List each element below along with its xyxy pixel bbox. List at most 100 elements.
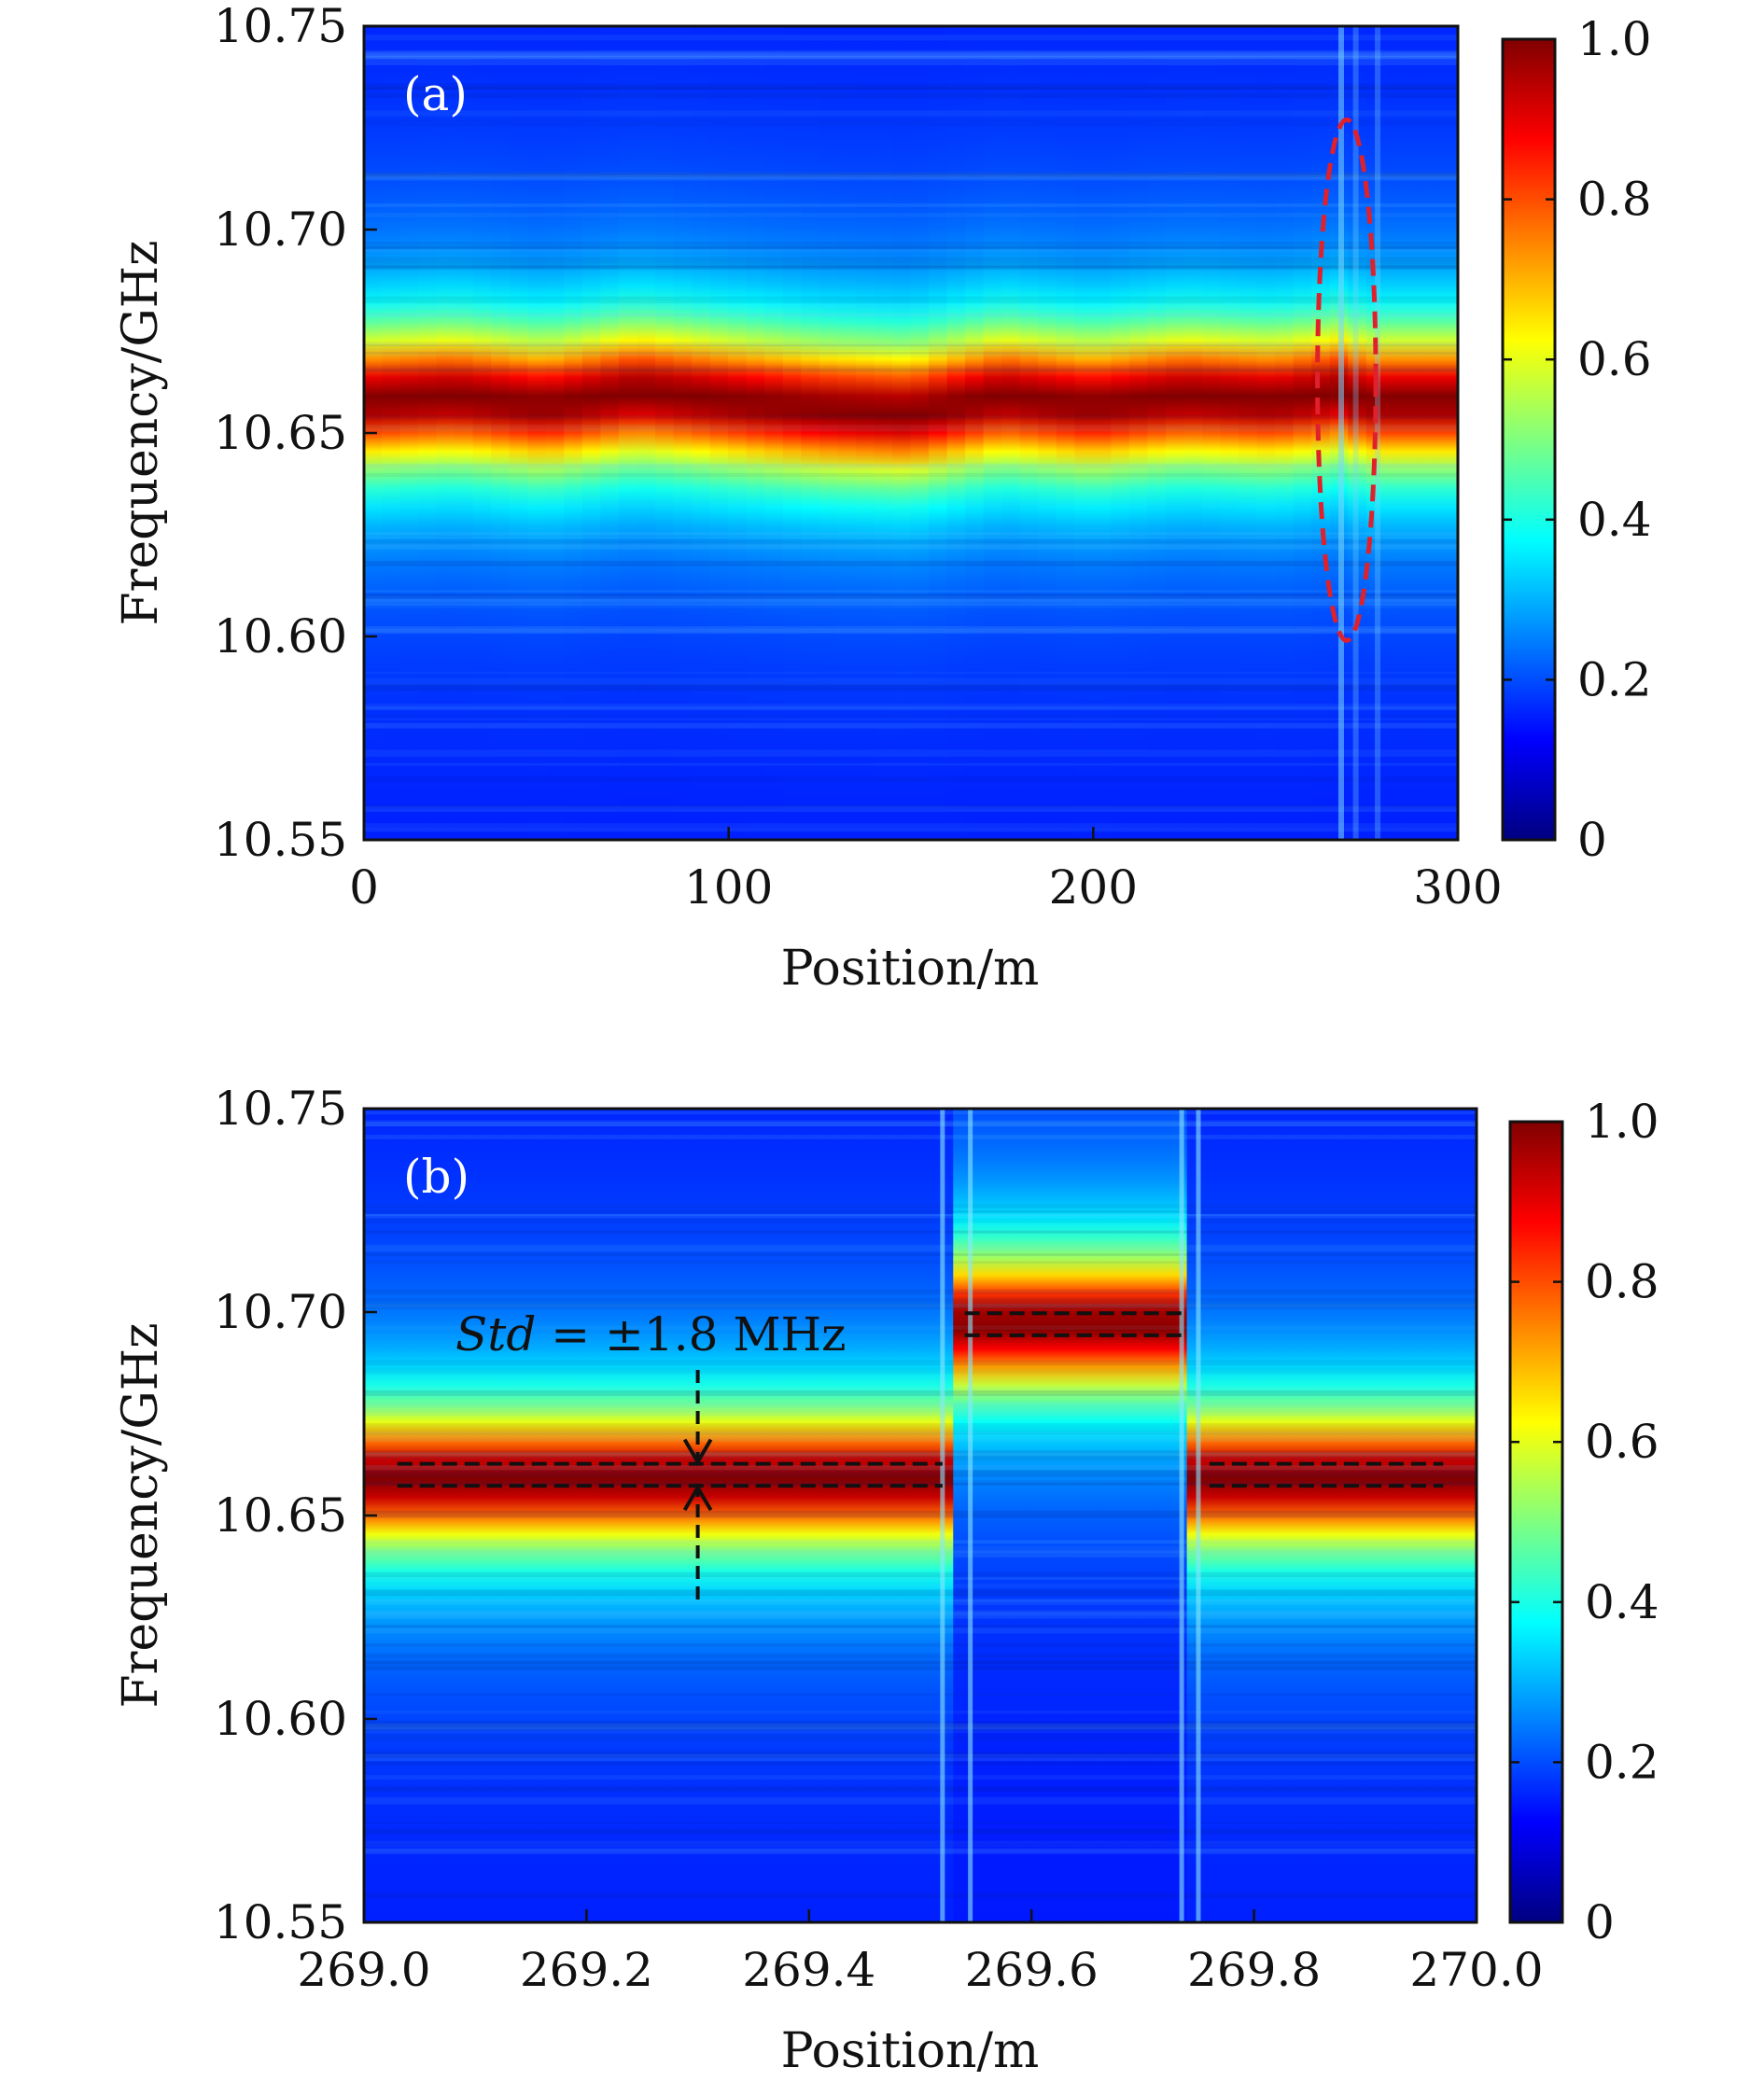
y-tick-label: 10.55 [214, 1895, 347, 1949]
heatmap-texture-stripe [364, 1598, 1477, 1602]
heatmap-texture-stripe [364, 1725, 1477, 1732]
heatmap-column [1165, 26, 1185, 840]
panel-b-label: (b) [403, 1150, 469, 1204]
heatmap-texture-stripe [364, 560, 1458, 566]
heatmap-texture-stripe [364, 92, 1458, 99]
heatmap-texture-stripe [364, 703, 1458, 709]
heatmap-texture-stripe [364, 1612, 1477, 1619]
heatmap-texture-stripe [364, 1390, 1477, 1397]
heatmap-texture-stripe [364, 1576, 1477, 1580]
heatmap-texture-stripe [364, 1510, 1477, 1518]
y-tick-label: 10.75 [214, 1082, 347, 1136]
heatmap-texture-stripe [364, 314, 1458, 316]
heatmap-texture-stripe [364, 296, 1458, 304]
heatmap-texture-stripe [364, 1540, 1477, 1544]
heatmap-column [782, 26, 803, 840]
heatmap-texture-stripe [364, 1410, 1477, 1417]
heatmap-column [855, 26, 875, 840]
heatmap-texture-stripe [364, 539, 1458, 545]
heatmap-texture-stripe [364, 722, 1458, 729]
heatmap-texture-stripe [364, 1209, 1477, 1213]
heatmap-texture-stripe [364, 1660, 1477, 1664]
colorbar-tick-label: 0.6 [1585, 1415, 1659, 1469]
heatmap-texture-stripe [364, 1654, 1477, 1659]
heatmap-a-texture [364, 26, 1458, 840]
heatmap-texture-stripe [364, 1662, 1477, 1668]
heatmap-texture-stripe [364, 1584, 1477, 1588]
panel-a-label: (a) [403, 67, 468, 121]
heatmap-texture-stripe [364, 1753, 1477, 1762]
heatmap-texture-stripe [364, 823, 1458, 829]
heatmap-texture-stripe [364, 344, 1458, 347]
heatmap-column [891, 26, 912, 840]
heatmap-texture-stripe [364, 590, 1458, 593]
heatmap-texture-stripe [364, 302, 1458, 311]
heatmap-texture-stripe [364, 172, 1458, 179]
heatmap-column [491, 26, 511, 840]
highlight-ellipse [1315, 117, 1379, 643]
heatmap-texture-stripe [364, 1110, 1477, 1115]
heatmap-texture-stripe [364, 1367, 1477, 1375]
heatmap-texture-stripe [364, 1627, 1477, 1634]
heatmap-boundary-streak [1179, 1109, 1184, 1922]
heatmap-texture-stripe [364, 1470, 1477, 1477]
heatmap-texture-stripe [364, 1452, 1477, 1455]
y-tick-label: 10.55 [214, 813, 347, 867]
heatmap-texture-stripe [364, 1297, 1477, 1303]
annotation-layer-a [1315, 117, 1379, 643]
heatmap-texture-stripe [364, 472, 1458, 477]
heatmap-segment [953, 1109, 1188, 1922]
colorbar-b: 0 0.2 0.4 0.6 0.8 1.0 [1508, 1095, 1659, 1949]
panel-b: (b) Std = ±1.8 MHz 10.5510.6010.6510.701… [113, 1082, 1659, 2079]
heatmap-texture-stripe [364, 598, 1458, 607]
x-tick-label: 300 [1413, 860, 1502, 915]
y-axis-b-title: Frequency/GHz [113, 1322, 169, 1708]
heatmap-texture-stripe [364, 86, 1458, 91]
heatmap-texture-stripe [364, 1751, 1477, 1756]
y-tick-label: 10.65 [214, 406, 347, 460]
heatmap-column [382, 26, 402, 840]
heatmap-texture-stripe [364, 1455, 1477, 1461]
heatmap-texture-stripe [364, 1230, 1477, 1234]
heatmap-column [637, 26, 657, 840]
heatmap-column [1183, 26, 1204, 840]
y-tick-label: 10.70 [214, 1285, 347, 1339]
std-label-value: = ±1.8 MHz [536, 1307, 846, 1362]
heatmap-texture-stripe [364, 705, 1458, 711]
heatmap-texture-stripe [364, 594, 1458, 599]
heatmap-texture-stripe [364, 1303, 1477, 1308]
heatmap-texture-stripe [364, 1892, 1477, 1899]
heatmap-a-spectrum [364, 26, 1458, 840]
heatmap-texture-stripe [364, 804, 1458, 809]
heatmap-texture-stripe [364, 1693, 1477, 1697]
y-tick-label: 10.65 [214, 1488, 347, 1543]
heatmap-texture-stripe [364, 55, 1458, 59]
x-tick-label: 100 [684, 860, 773, 915]
heatmap-texture-stripe [364, 1394, 1477, 1398]
x-tick-label: 269.0 [297, 1943, 430, 1997]
y-tick-label: 10.70 [214, 203, 347, 257]
heatmap-column [1147, 26, 1168, 840]
heatmap-texture-stripe [364, 173, 1458, 176]
heatmap-column [1092, 26, 1113, 840]
heatmap-texture-stripe [364, 365, 1458, 373]
heatmap-texture-stripe [364, 464, 1458, 471]
heatmap-texture-stripe [364, 1710, 1477, 1714]
colorbar-tick-label: 0.4 [1585, 1575, 1659, 1629]
y-axis-a-ticks: 10.55 10.60 10.65 10.70 10.75 [214, 0, 377, 867]
heatmap-column [1275, 26, 1295, 840]
colorbar-tick-label: 0.8 [1585, 1255, 1659, 1309]
heatmap-column [965, 26, 986, 840]
heatmap-texture-stripe [364, 1589, 1477, 1597]
heatmap-texture-stripe [364, 628, 1458, 635]
heatmap-texture-stripe [364, 1405, 1477, 1412]
heatmap-texture-stripe [364, 543, 1458, 550]
heatmap-texture-stripe [364, 805, 1458, 813]
colorbar-tick-label: 0 [1577, 813, 1607, 867]
heatmap-texture-stripe [364, 536, 1458, 539]
heatmap-texture-stripe [364, 502, 1458, 509]
heatmap-texture-stripe [364, 1325, 1477, 1330]
heatmap-column [1019, 26, 1040, 840]
heatmap-column [746, 26, 766, 840]
heatmap-texture-stripe [364, 1453, 1477, 1457]
